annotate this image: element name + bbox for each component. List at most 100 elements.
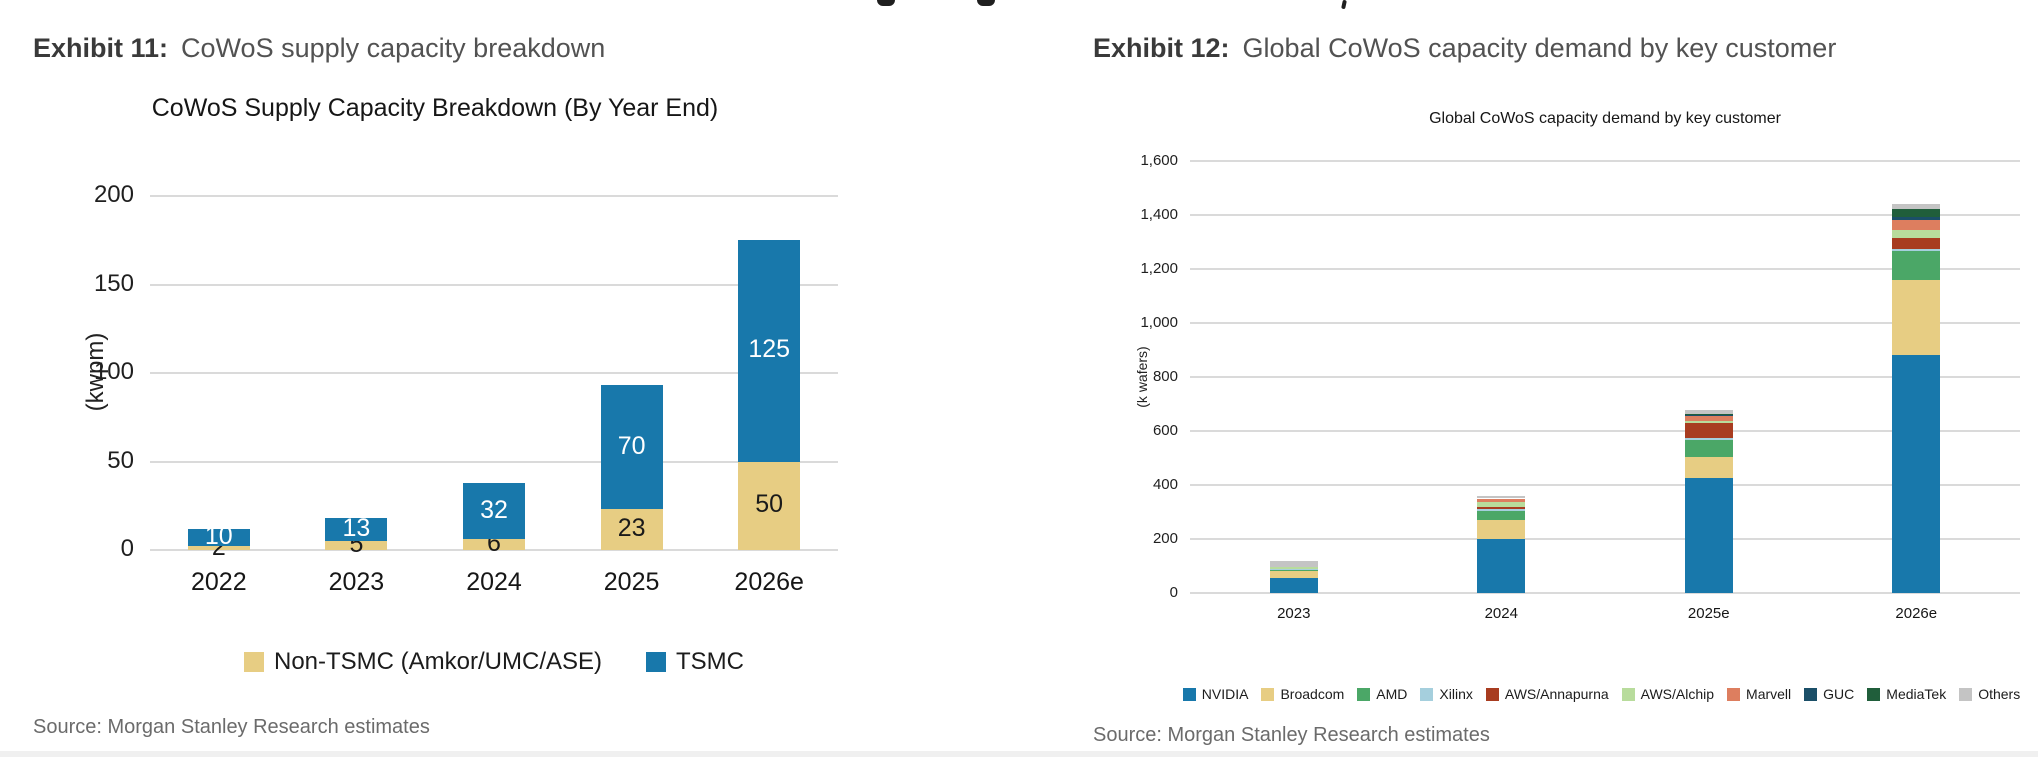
- source-right: Source: Morgan Stanley Research estimate…: [1093, 724, 1490, 746]
- bar-segment-2023-AWS/Alchip: [1269, 567, 1318, 569]
- x-axis-label-2025e: 2025e: [1687, 605, 1730, 622]
- bar-segment-2022-TSMC: [187, 528, 250, 547]
- bar-segment-2023-AMD: [1269, 569, 1318, 572]
- exhibit-11-label: Exhibit 11:: [33, 33, 169, 63]
- legend-label: MediaTek: [1886, 686, 1947, 702]
- x-axis-label-2024: 2024: [466, 568, 522, 596]
- legend-swatch-icon: [1867, 687, 1881, 701]
- y-tick-label: 1,600: [1140, 151, 1178, 169]
- bar-segment-2026e-GUC: [1892, 217, 1941, 221]
- bar-value-label: 10: [204, 522, 233, 551]
- bar-segment-2023-Non-TSMC (Amkor/UMC/ASE): [325, 541, 388, 550]
- legend-label: Marvell: [1746, 686, 1792, 702]
- bar-segment-2023-Others: [1269, 561, 1318, 568]
- legend-label: AWS/Annapurna: [1504, 686, 1609, 702]
- legend-label: Non-TSMC (Amkor/UMC/ASE): [273, 648, 603, 675]
- bar-segment-2025e-NVIDIA: [1684, 478, 1733, 593]
- legend-label: GUC: [1823, 686, 1855, 702]
- legend-swatch-icon: [1420, 687, 1434, 701]
- legend-swatch-icon: [1621, 687, 1635, 701]
- chart-title: CoWoS Supply Capacity Breakdown (By Year…: [151, 94, 719, 122]
- bar-value-label: 50: [755, 490, 784, 519]
- bar-segment-2026e-AWS/Annapurna: [1892, 237, 1941, 249]
- gridline: [1190, 214, 2020, 216]
- gridline: [1190, 322, 2020, 324]
- legend-label: AWS/Alchip: [1640, 686, 1715, 702]
- x-axis-label-2022: 2022: [190, 568, 247, 596]
- bar-segment-2024-AWS/Alchip: [1477, 501, 1526, 508]
- bar-segment-2024-AWS/Annapurna: [1477, 507, 1526, 510]
- bar-segment-2026e-AWS/Alchip: [1892, 229, 1941, 238]
- legend-swatch-icon: [646, 652, 667, 672]
- bar-segment-2024-Marvell: [1477, 498, 1526, 502]
- gridline: [150, 372, 838, 374]
- bar-segment-2022-Non-TSMC (Amkor/UMC/ASE): [187, 546, 250, 550]
- y-tick-label: 0: [1169, 583, 1178, 601]
- legend-label: NVIDIA: [1201, 686, 1249, 702]
- bar-segment-2023-Xilinx: [1269, 568, 1318, 570]
- bar-segment-2025e-AWS/Annapurna: [1684, 423, 1733, 439]
- gridline: [1190, 430, 2020, 432]
- bar-segment-2026e-AMD: [1892, 251, 1941, 280]
- gridline: [1190, 484, 2020, 486]
- y-tick-label: 200: [93, 181, 134, 209]
- exhibit-12-label: Exhibit 12:: [1093, 33, 1230, 63]
- x-axis-label-2025: 2025: [603, 568, 660, 596]
- y-tick-label: 50: [107, 446, 134, 474]
- bar-segment-2026e-Broadcom: [1892, 279, 1941, 356]
- bar-value-label: 125: [748, 335, 791, 364]
- clipped-text-artifact: [1341, 0, 1347, 10]
- legend-item-AMD: AMD: [1357, 686, 1407, 702]
- legend-item-TSMC: TSMC: [646, 648, 744, 676]
- legend-item-Marvell: Marvell: [1727, 686, 1791, 702]
- chart-legend: Non-TSMC (Amkor/UMC/ASE) TSMC: [140, 648, 848, 676]
- gridline: [1190, 376, 2020, 378]
- x-axis-label-2026e: 2026e: [734, 568, 804, 596]
- bar-value-label: 32: [480, 495, 508, 524]
- legend-label: AMD: [1376, 686, 1408, 702]
- y-tick-label: 600: [1152, 421, 1178, 439]
- exhibit-11-header: Exhibit 11: CoWoS supply capacity breakdo…: [33, 33, 605, 64]
- gridline: [1190, 538, 2020, 540]
- bar-segment-2025e-Broadcom: [1684, 456, 1733, 479]
- gridline: [1190, 268, 2020, 270]
- bar-segment-2024-Xilinx: [1477, 509, 1526, 511]
- bar-segment-2026e-TSMC: [738, 240, 801, 462]
- bar-segment-2024-AMD: [1477, 510, 1526, 521]
- chart-title: Global CoWoS capacity demand by key cust…: [1429, 110, 1781, 127]
- legend-swatch-icon: [243, 652, 264, 672]
- gridline: [1190, 160, 2020, 162]
- bar-segment-2025e-Marvell: [1684, 416, 1733, 422]
- gridline: [1190, 592, 2020, 594]
- legend-swatch-icon: [1485, 687, 1499, 701]
- bar-segment-2026e-Marvell: [1892, 220, 1941, 230]
- bar-segment-2026e-Others: [1892, 203, 1941, 210]
- y-tick-label: 0: [120, 535, 134, 563]
- legend-item-Xilinx: Xilinx: [1420, 686, 1473, 702]
- legend-label: Xilinx: [1439, 686, 1473, 702]
- x-axis-label-2023: 2023: [1277, 605, 1311, 622]
- gridline: [150, 195, 838, 197]
- gridline: [150, 549, 838, 551]
- bar-value-label: 23: [617, 514, 646, 543]
- bar-segment-2026e-Non-TSMC (Amkor/UMC/ASE): [738, 461, 801, 550]
- bar-segment-2025e-MediaTek: [1684, 414, 1733, 416]
- bar-segment-2024-Non-TSMC (Amkor/UMC/ASE): [463, 539, 525, 550]
- legend-label: TSMC: [676, 648, 745, 675]
- y-tick-label: 1,000: [1140, 313, 1178, 331]
- bar-value-label: 70: [617, 431, 646, 460]
- bar-segment-2025-Non-TSMC (Amkor/UMC/ASE): [600, 509, 663, 550]
- bar-segment-2023-TSMC: [325, 518, 388, 542]
- x-axis-label-2023: 2023: [328, 568, 385, 596]
- legend-item-Broadcom: Broadcom: [1261, 686, 1344, 702]
- bar-segment-2025e-AMD: [1684, 440, 1733, 457]
- y-tick-label: 100: [93, 358, 134, 386]
- legend-swatch-icon: [1727, 687, 1741, 701]
- gridline: [150, 460, 838, 463]
- legend-item-Others: Others: [1959, 686, 2020, 702]
- chart-legend: NVIDIA Broadcom AMD Xilinx AWS/Annapurna AWS/…: [1165, 686, 2038, 702]
- bar-segment-2024-Others: [1477, 495, 1526, 499]
- legend-item-Non-TSMC (Amkor/UMC/ASE): Non-TSMC (Amkor/UMC/ASE): [243, 648, 603, 676]
- x-axis-label-2024: 2024: [1484, 605, 1518, 622]
